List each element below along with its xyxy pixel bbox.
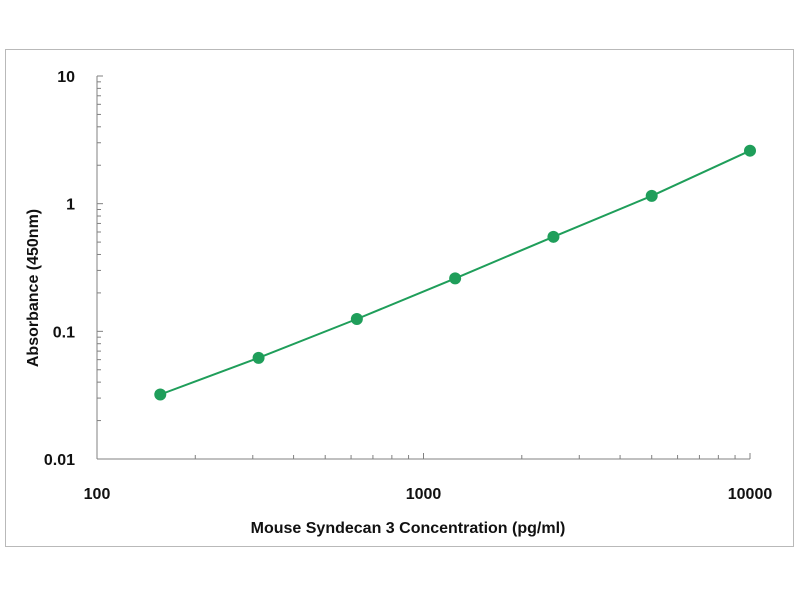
data-point [252,351,265,364]
y-ticks [97,75,103,460]
data-point [744,144,756,157]
x-axis-title: Mouse Syndecan 3 Concentration (pg/ml) [251,520,566,537]
x-tick-label: 1000 [406,486,442,503]
data-point [154,388,167,401]
data-point [645,189,658,202]
data-points [154,144,756,401]
data-point [547,230,560,243]
x-tick-label: 10000 [728,486,773,503]
x-tick-labels: 100 1000 10000 [84,486,773,503]
x-ticks [96,453,751,459]
y-tick-label: 0.01 [44,452,75,469]
data-point [449,272,462,285]
y-tick-labels: 0.01 0.1 1 10 [44,69,75,469]
y-tick-label: 10 [57,69,75,86]
data-point [350,312,363,325]
axes [96,76,750,460]
y-tick-label: 1 [66,197,75,214]
x-tick-label: 100 [84,486,111,503]
y-axis-title: Absorbance (450nm) [25,209,42,367]
chart-frame [5,49,794,547]
y-tick-label: 0.1 [53,324,75,341]
